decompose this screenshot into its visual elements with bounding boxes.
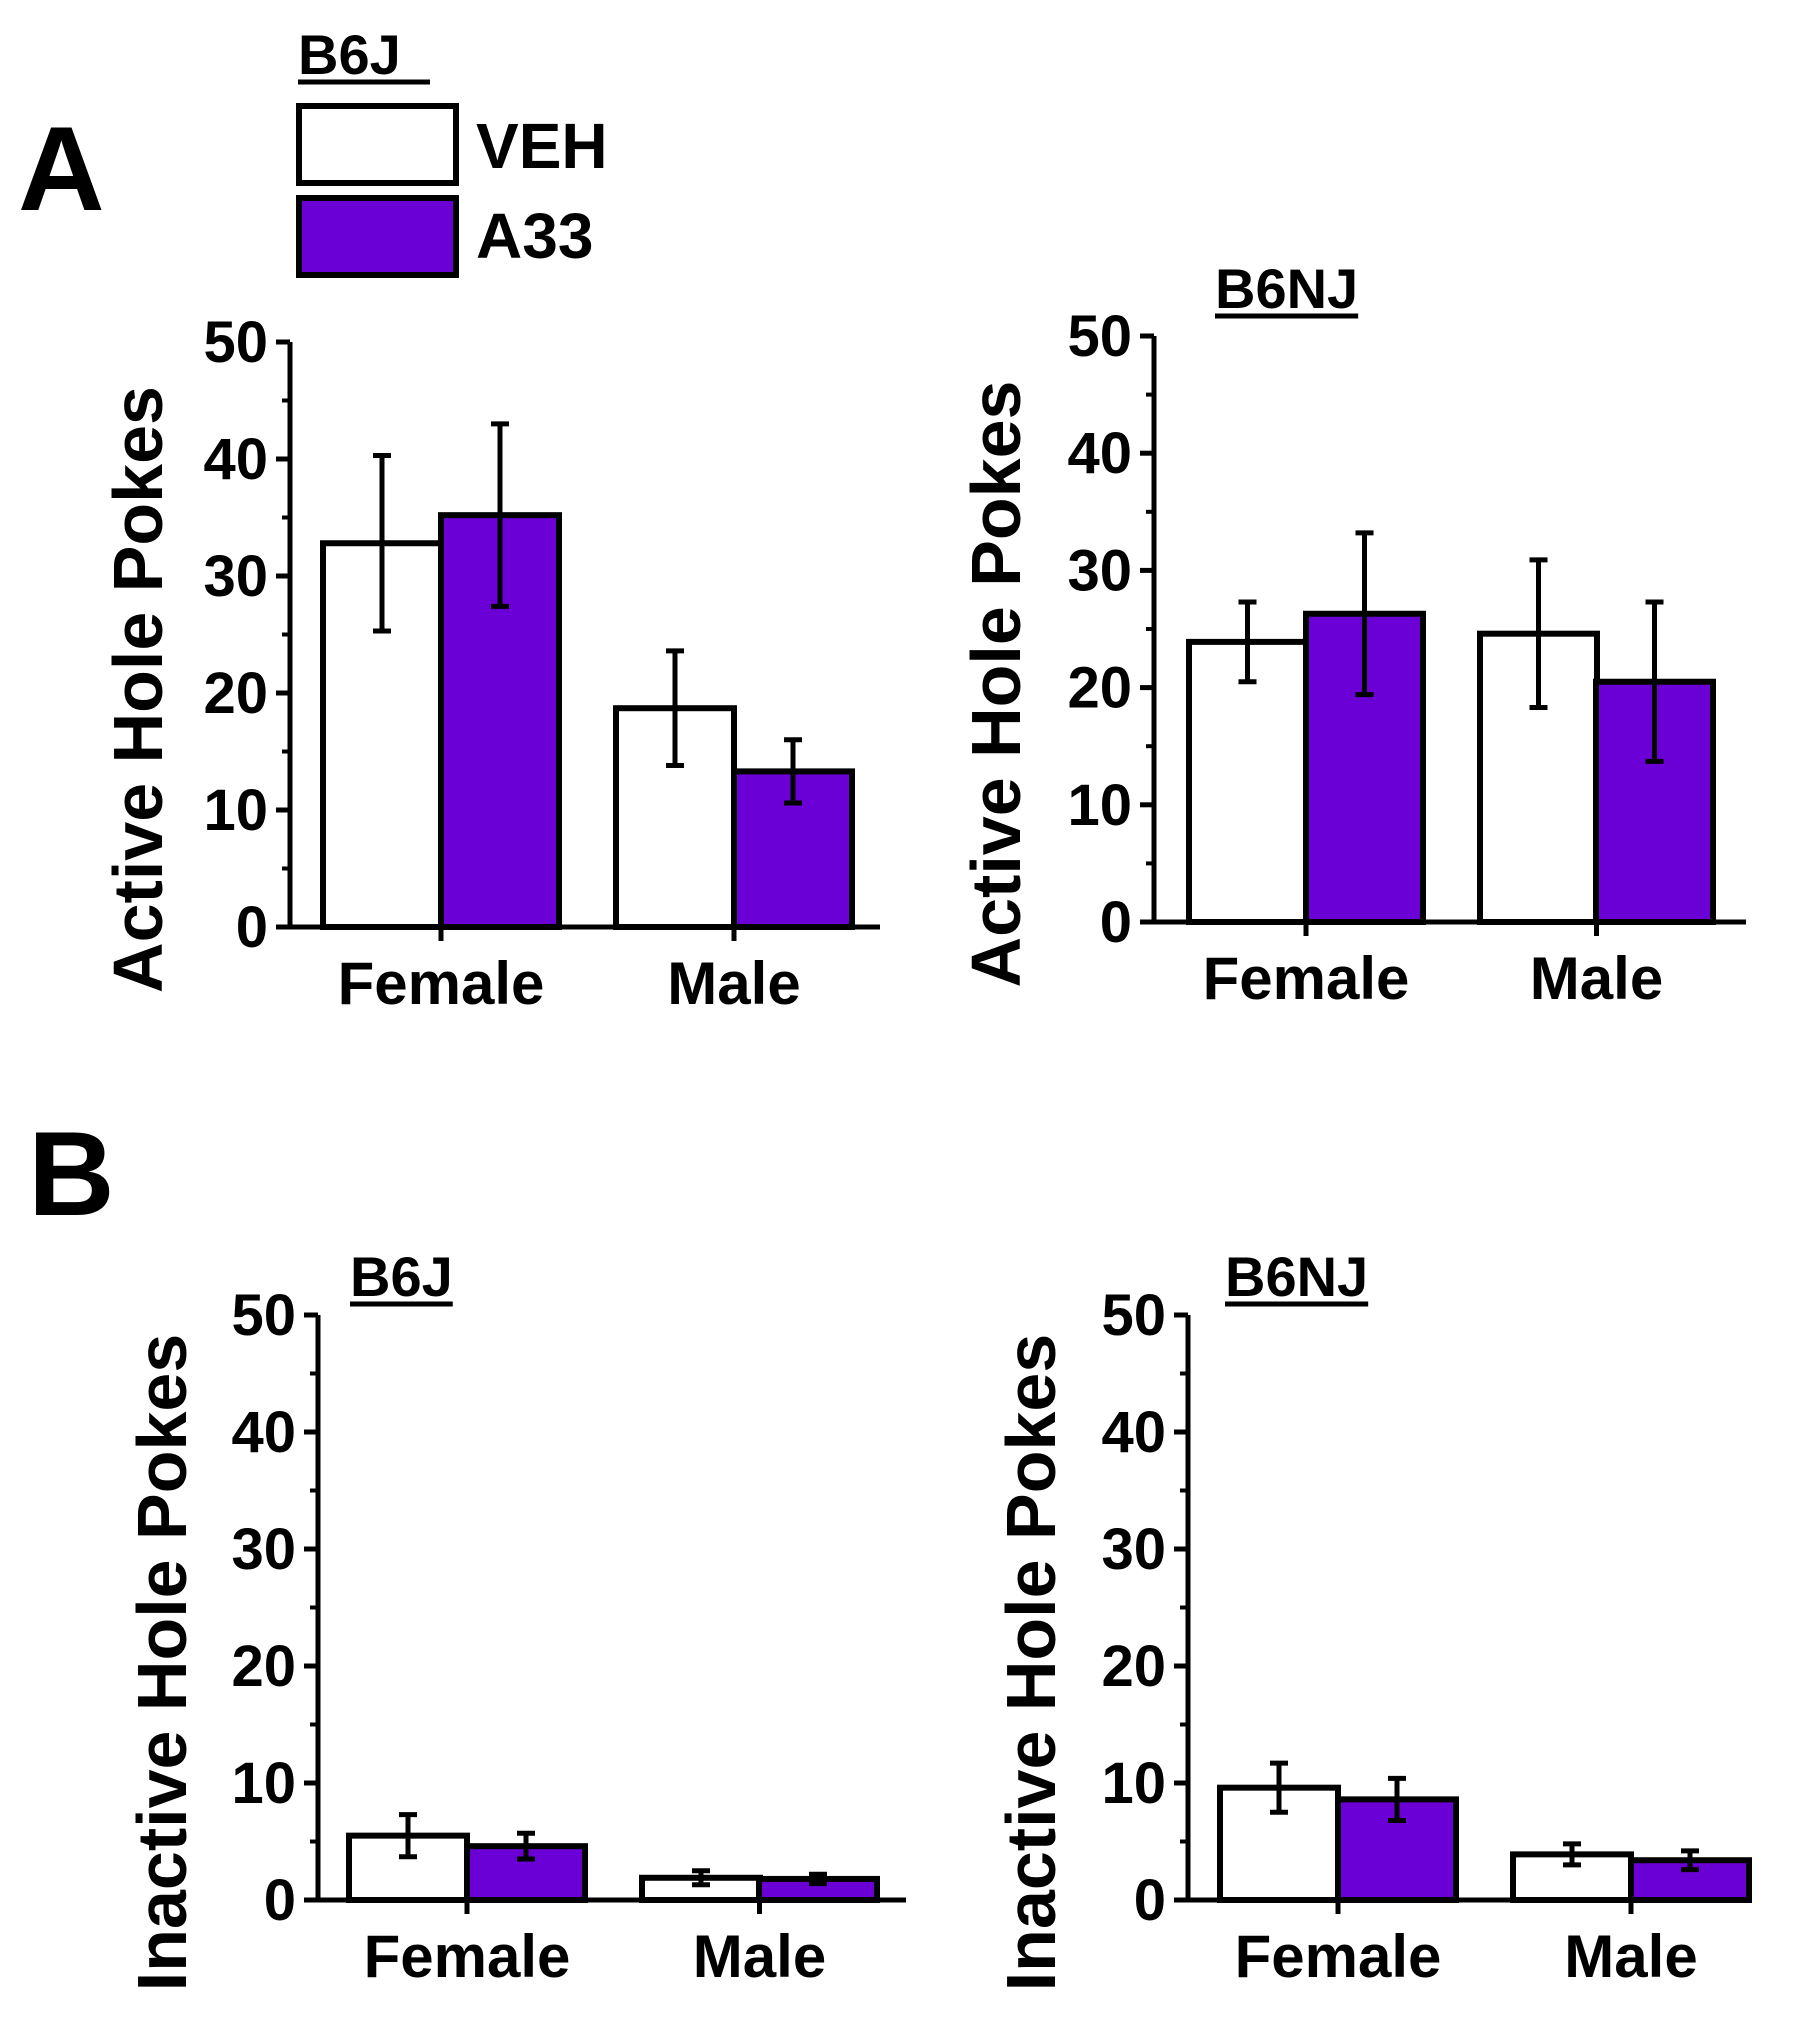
x-tick-label-female: Female — [338, 950, 545, 1017]
error-bar-male-a33 — [1681, 1848, 1699, 1873]
x-tick-label-female: Female — [1203, 945, 1410, 1012]
y-tick-label: 40 — [1101, 1400, 1166, 1465]
x-tick-label-female: Female — [364, 1923, 571, 1990]
chart-active-b6nj: 0 10 20 30 40 50 Female Male Active Hole Pokes B6… — [957, 257, 1746, 1012]
chart-inactive-b6j: 0 10 20 30 40 50 Female Male Inactive Hole Pokes… — [123, 1245, 906, 1991]
y-tick-label: 50 — [203, 310, 268, 375]
y-tick-label: 30 — [231, 1517, 296, 1582]
legend: B6J VEH A33 — [296, 23, 608, 278]
error-bar-male-a33 — [1645, 599, 1664, 764]
error-bar-female-a33 — [1355, 530, 1374, 698]
chart-inactive-b6nj: 0 10 20 30 40 50 Female Male Inactive Hole Pokes… — [992, 1245, 1752, 1992]
y-axis-label: Active Hole Pokes — [957, 381, 1035, 988]
legend-label-veh: VEH — [476, 110, 608, 182]
error-bar-female-veh — [1238, 599, 1257, 685]
panel-label-a: A — [18, 102, 105, 236]
error-bar-female-a33 — [491, 421, 509, 609]
y-tick-label: 10 — [1067, 773, 1132, 838]
y-tick-label: 40 — [1067, 421, 1132, 486]
y-tick-label: 20 — [1067, 656, 1132, 721]
y-axis-label: Inactive Hole Pokes — [992, 1334, 1070, 1992]
y-tick-label: 10 — [203, 778, 268, 843]
y-tick-label: 20 — [203, 661, 268, 726]
y-tick-label: 0 — [236, 895, 268, 960]
error-bar-male-a33 — [809, 1871, 827, 1887]
y-tick-label: 0 — [264, 1868, 296, 1933]
panel-label-b: B — [28, 1107, 115, 1241]
chart-active-b6j: 0 10 20 30 40 50 Female Male Active Hole Pokes — [99, 310, 880, 1017]
x-tick-label-male: Male — [1530, 945, 1663, 1012]
x-tick-label-female: Female — [1235, 1923, 1442, 1990]
y-tick-label: 30 — [1067, 538, 1132, 603]
y-tick-label: 40 — [203, 427, 268, 492]
y-tick-label: 40 — [231, 1400, 296, 1465]
error-bar-female-veh — [373, 452, 391, 634]
error-bar-male-veh — [1563, 1841, 1581, 1868]
error-bar-male-a33 — [784, 737, 802, 806]
y-tick-label: 50 — [231, 1283, 296, 1348]
y-tick-label: 10 — [1101, 1751, 1166, 1816]
y-tick-label: 50 — [1067, 304, 1132, 369]
x-tick-label-male: Male — [693, 1923, 826, 1990]
error-bar-female-veh — [1270, 1760, 1288, 1815]
x-tick-label-male: Male — [667, 950, 800, 1017]
legend-swatch-veh — [296, 103, 459, 186]
chart-title: B6NJ — [1215, 257, 1358, 320]
legend-title: B6J — [298, 23, 401, 86]
error-bar-female-a33 — [1388, 1775, 1406, 1823]
chart-title: B6J — [350, 1245, 453, 1308]
y-tick-label: 20 — [1101, 1634, 1166, 1699]
error-bar-male-veh — [1529, 557, 1548, 711]
legend-swatch-a33 — [296, 195, 459, 278]
x-tick-label-male: Male — [1564, 1923, 1697, 1990]
y-tick-label: 0 — [1100, 890, 1132, 955]
error-bar-male-veh — [666, 648, 684, 769]
y-tick-label: 30 — [1101, 1517, 1166, 1582]
y-axis-label: Active Hole Pokes — [99, 386, 177, 993]
error-bar-male-veh — [692, 1868, 710, 1888]
y-tick-label: 10 — [231, 1751, 296, 1816]
chart-title: B6NJ — [1225, 1245, 1368, 1308]
legend-label-a33: A33 — [476, 200, 593, 272]
y-tick-label: 30 — [203, 544, 268, 609]
error-bar-female-veh — [399, 1812, 417, 1860]
y-tick-label: 0 — [1134, 1868, 1166, 1933]
y-axis-label: Inactive Hole Pokes — [123, 1334, 201, 1992]
y-tick-label: 50 — [1101, 1283, 1166, 1348]
error-bar-female-a33 — [517, 1830, 535, 1862]
y-tick-label: 20 — [231, 1634, 296, 1699]
